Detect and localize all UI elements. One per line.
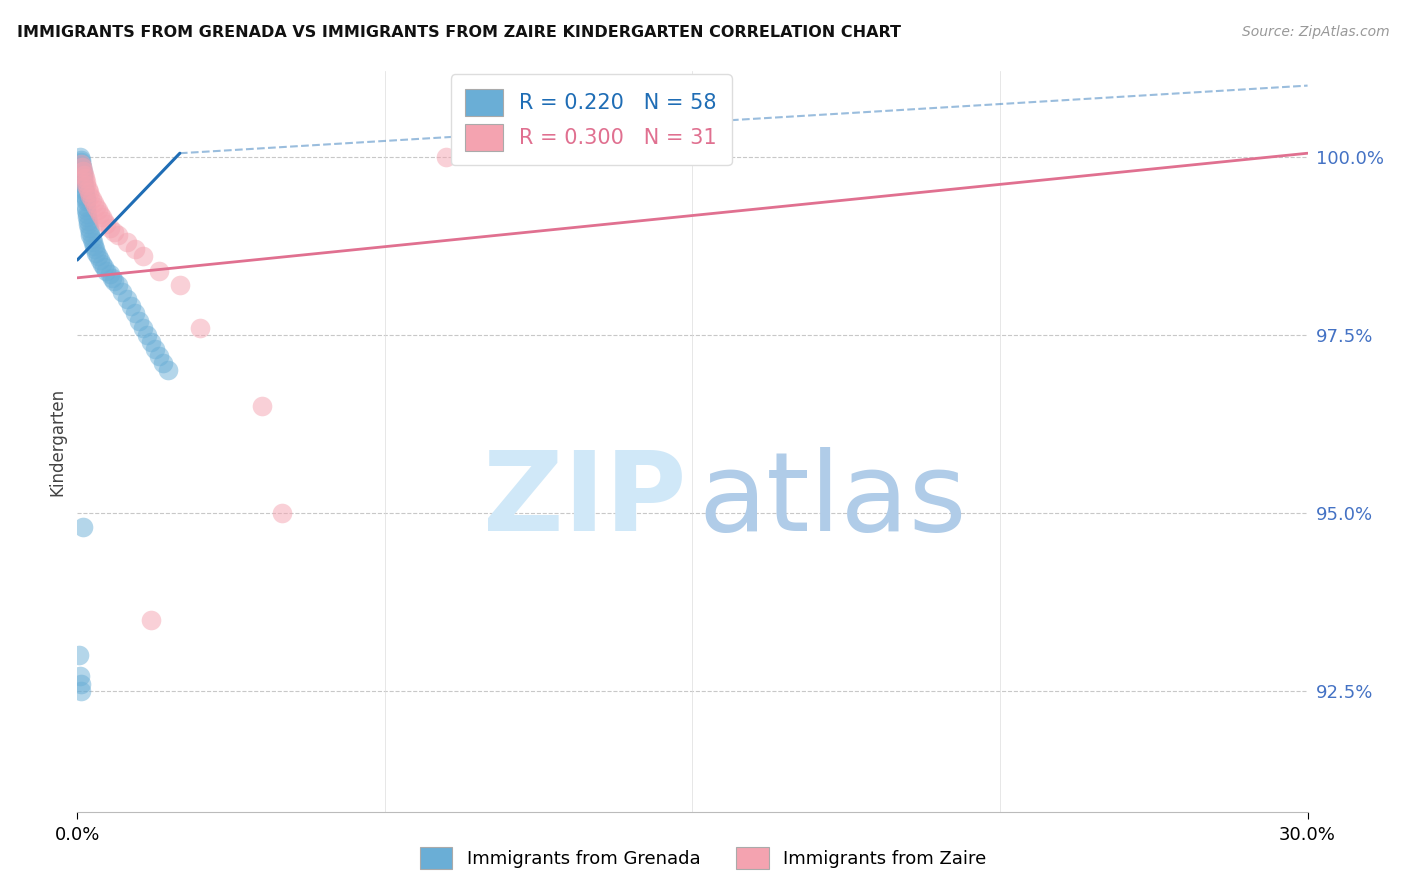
Point <box>77 221 100 235</box>
Point <box>90 211 114 225</box>
Point <box>141 613 163 627</box>
Point <box>152 356 174 370</box>
Point <box>76 182 98 196</box>
Point <box>72 164 94 178</box>
Point <box>69 153 91 168</box>
Point <box>72 171 94 186</box>
Point <box>107 277 129 292</box>
Point <box>76 211 98 225</box>
Point <box>143 342 166 356</box>
Point <box>73 178 96 193</box>
Point <box>101 270 124 285</box>
Point <box>70 157 93 171</box>
Point <box>89 207 111 221</box>
Point <box>83 243 105 257</box>
Point <box>87 203 110 218</box>
Point <box>69 150 91 164</box>
Point <box>84 200 107 214</box>
Point <box>156 363 179 377</box>
Point <box>76 207 98 221</box>
Point <box>79 228 101 243</box>
Point <box>80 193 103 207</box>
Point <box>72 175 94 189</box>
Legend: R = 0.220   N = 58, R = 0.300   N = 31: R = 0.220 N = 58, R = 0.300 N = 31 <box>451 74 731 165</box>
Point <box>72 520 94 534</box>
Point <box>93 260 115 274</box>
Point <box>77 186 100 200</box>
Point <box>73 168 96 182</box>
Point <box>67 161 90 175</box>
Point <box>169 277 191 292</box>
Point <box>70 157 93 171</box>
Point <box>70 683 93 698</box>
Point <box>94 218 117 232</box>
Point <box>90 256 114 270</box>
Point <box>89 252 111 267</box>
Point <box>115 235 138 250</box>
Y-axis label: Kindergarten: Kindergarten <box>48 387 66 496</box>
Point <box>84 246 107 260</box>
Point <box>120 299 142 313</box>
Point <box>79 189 101 203</box>
Point <box>77 218 100 232</box>
Point <box>75 189 97 203</box>
Point <box>73 171 96 186</box>
Text: IMMIGRANTS FROM GRENADA VS IMMIGRANTS FROM ZAIRE KINDERGARTEN CORRELATION CHART: IMMIGRANTS FROM GRENADA VS IMMIGRANTS FR… <box>17 25 901 40</box>
Point <box>75 200 97 214</box>
Text: Source: ZipAtlas.com: Source: ZipAtlas.com <box>1241 25 1389 39</box>
Text: ZIP: ZIP <box>482 447 686 554</box>
Point <box>75 203 97 218</box>
Legend: Immigrants from Grenada, Immigrants from Zaire: Immigrants from Grenada, Immigrants from… <box>411 838 995 879</box>
Point <box>148 349 170 363</box>
Point <box>128 313 150 327</box>
Point <box>73 182 96 196</box>
Point <box>82 235 104 250</box>
Point <box>75 178 97 193</box>
Point <box>75 193 97 207</box>
Point <box>83 196 105 211</box>
Point <box>132 320 155 334</box>
Point <box>124 306 146 320</box>
Point <box>70 161 93 175</box>
Point <box>148 263 170 277</box>
Point <box>70 155 93 169</box>
Point <box>79 225 101 239</box>
Point <box>87 250 110 264</box>
Point <box>94 263 117 277</box>
Point <box>436 150 458 164</box>
Point <box>69 676 91 690</box>
Point <box>132 250 155 264</box>
Point <box>73 186 96 200</box>
Point <box>271 506 294 520</box>
Point <box>107 228 129 243</box>
Point <box>72 165 94 179</box>
Point <box>98 267 121 281</box>
Point <box>75 194 97 208</box>
Point <box>83 239 105 253</box>
Point <box>103 225 125 239</box>
Point <box>115 292 138 306</box>
Point <box>250 399 273 413</box>
Point <box>69 669 91 683</box>
Point <box>136 327 159 342</box>
Point <box>141 334 163 349</box>
Point <box>70 164 93 178</box>
Point <box>72 168 94 182</box>
Point <box>188 320 212 334</box>
Point <box>67 648 90 662</box>
Point <box>103 274 125 288</box>
Point <box>93 214 115 228</box>
Point <box>98 221 121 235</box>
Point <box>70 158 93 172</box>
Text: atlas: atlas <box>699 447 967 554</box>
Point <box>111 285 134 299</box>
Point <box>76 214 98 228</box>
Point <box>75 175 97 189</box>
Point <box>124 243 146 257</box>
Point <box>80 232 103 246</box>
Point <box>70 161 93 175</box>
